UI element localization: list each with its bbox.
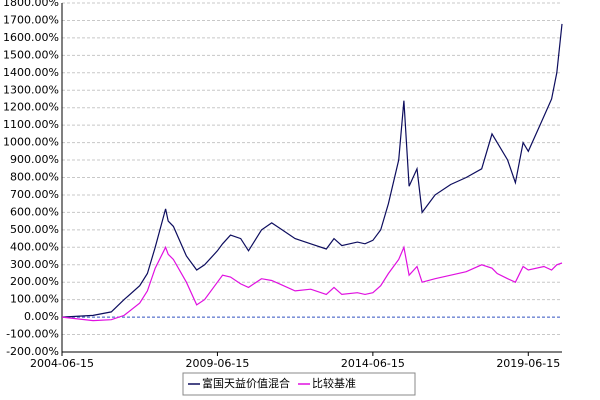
- legend-label: 比较基准: [312, 376, 356, 390]
- y-tick-label: 100.00%: [10, 293, 59, 306]
- y-tick-label: 1600.00%: [3, 31, 59, 44]
- legend-label: 富国天益价值混合: [202, 376, 290, 390]
- series-line: [61, 23, 563, 318]
- y-tick-label: 1000.00%: [3, 136, 59, 149]
- y-tick-label: 700.00%: [10, 188, 59, 201]
- y-tick-label: 1300.00%: [3, 83, 59, 96]
- y-tick-label: 0.00%: [24, 310, 59, 323]
- x-tick-label: 2014-06-15: [341, 357, 405, 370]
- y-tick-label: 1700.00%: [3, 13, 59, 26]
- y-tick-label: 400.00%: [10, 240, 59, 253]
- y-tick-label: 1800.00%: [3, 0, 59, 9]
- x-tick-label: 2004-06-15: [30, 357, 94, 370]
- y-tick-label: 600.00%: [10, 205, 59, 218]
- y-tick-label: 300.00%: [10, 258, 59, 271]
- y-tick-label: -200.00%: [6, 345, 59, 358]
- y-tick-label: 500.00%: [10, 223, 59, 236]
- y-tick-label: 1500.00%: [3, 48, 59, 61]
- y-tick-label: 200.00%: [10, 275, 59, 288]
- series-line: [61, 245, 563, 322]
- y-tick-label: -100.00%: [6, 328, 59, 341]
- x-tick-label: 2009-06-15: [185, 357, 249, 370]
- y-tick-label: 1400.00%: [3, 66, 59, 79]
- y-tick-label: 900.00%: [10, 153, 59, 166]
- y-tick-label: 800.00%: [10, 171, 59, 184]
- y-tick-label: 1100.00%: [3, 118, 59, 131]
- x-tick-label: 2019-06-15: [496, 357, 560, 370]
- y-tick-label: 1200.00%: [3, 101, 59, 114]
